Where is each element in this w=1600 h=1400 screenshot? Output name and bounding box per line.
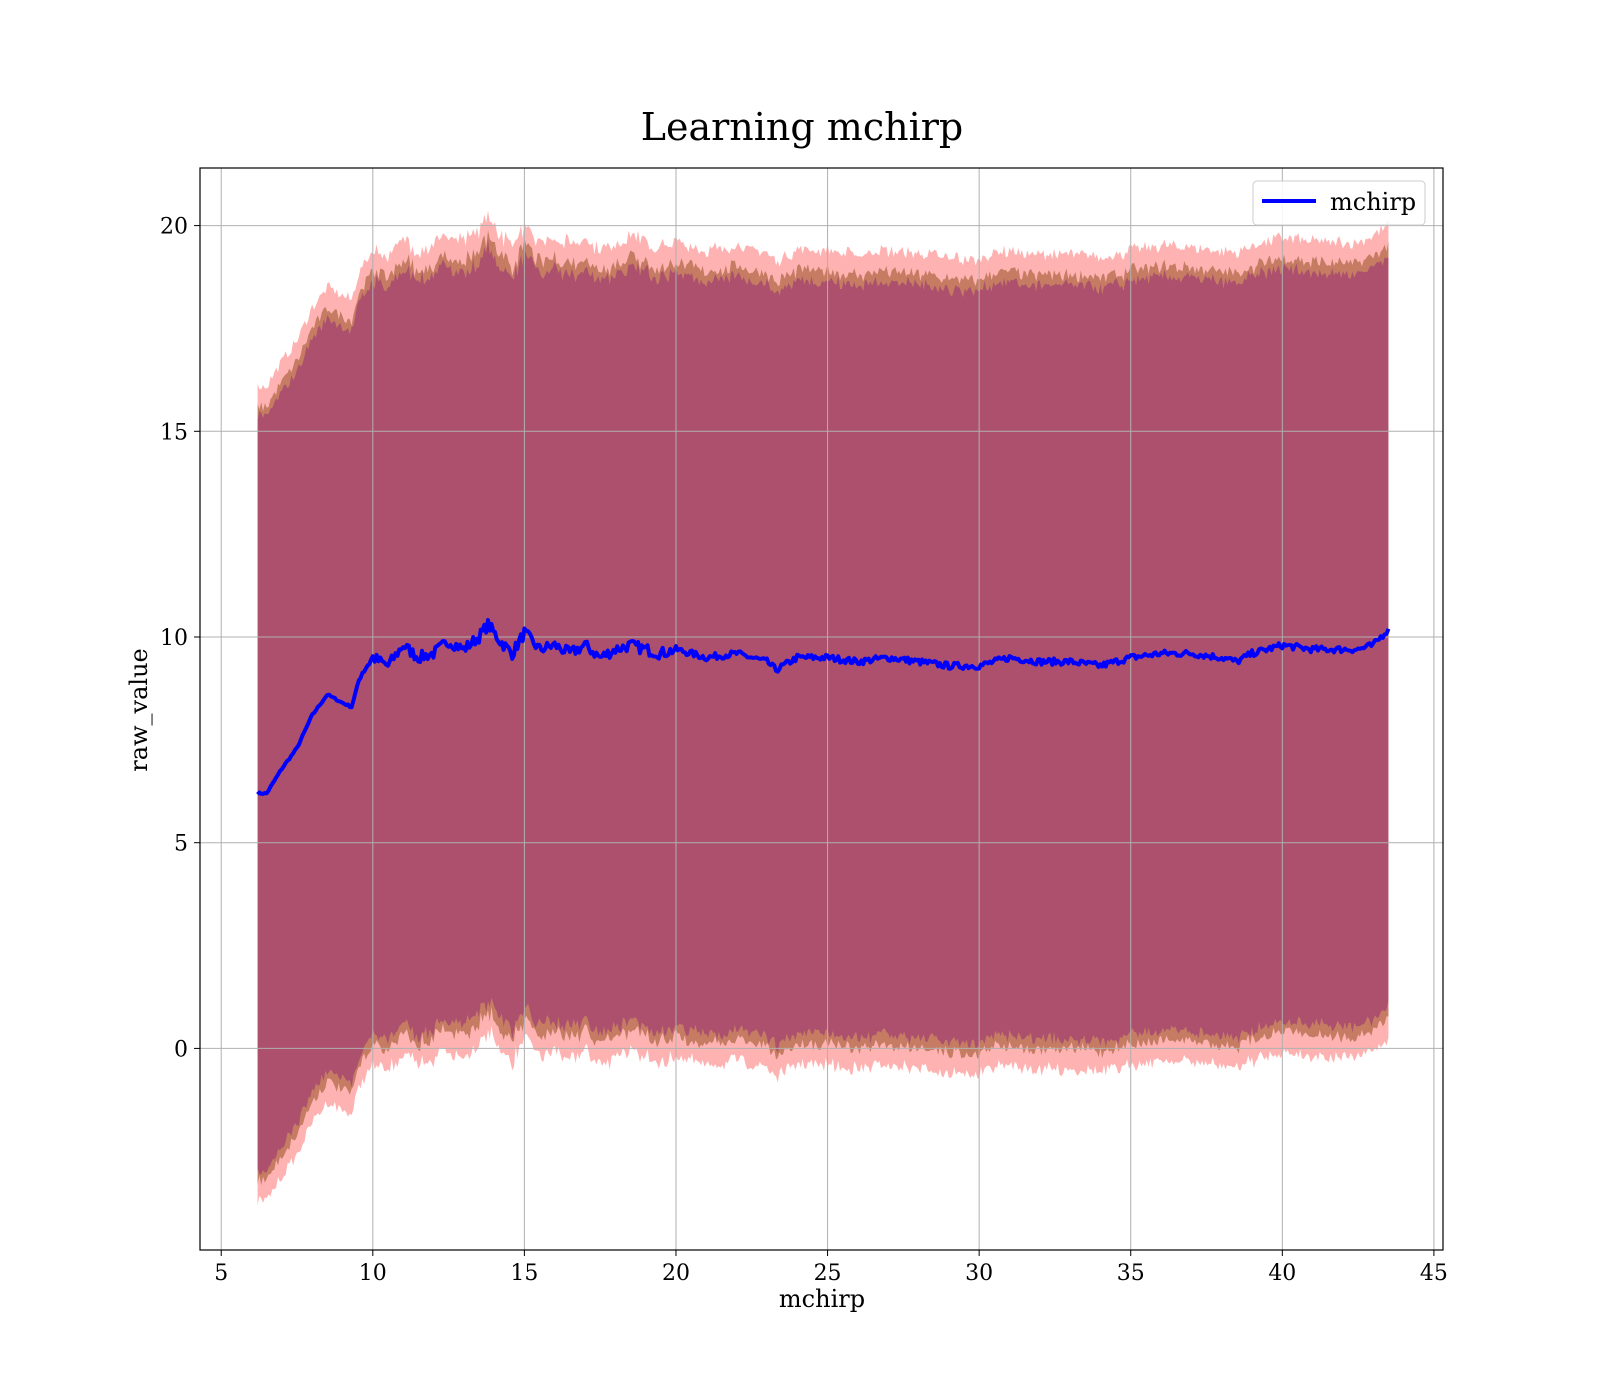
x-tick-label: 10 <box>359 1261 387 1286</box>
legend-box <box>1252 180 1426 226</box>
x-tick-label: 35 <box>1117 1261 1145 1286</box>
chart-title: Learning mchirp <box>641 105 963 149</box>
series-line-mchirp <box>256 618 1391 796</box>
x-tick-label: 25 <box>814 1261 842 1286</box>
x-tick-label: 5 <box>214 1261 228 1286</box>
x-axis-label: mchirp <box>779 1285 865 1313</box>
x-tick-label: 30 <box>965 1261 993 1286</box>
y-tick-label: 0 <box>174 1037 188 1062</box>
x-tick-label: 20 <box>662 1261 690 1286</box>
x-tick-label: 45 <box>1420 1261 1448 1286</box>
y-tick-label: 5 <box>174 832 188 857</box>
legend: mchirp <box>1252 180 1426 226</box>
y-tick-label: 20 <box>160 215 188 240</box>
y-axis: 0 5 10 15 20 <box>160 215 200 1062</box>
x-axis: 5 10 15 20 25 30 35 40 45 <box>214 1250 1448 1286</box>
x-tick-label: 40 <box>1268 1261 1296 1286</box>
y-tick-label: 10 <box>160 626 188 651</box>
confidence-bands <box>257 210 1389 1206</box>
grid <box>200 168 1443 1250</box>
band-inner <box>257 238 1389 1175</box>
y-axis-label: raw_value <box>125 648 153 772</box>
axes-frame <box>199 167 1444 1251</box>
series-lines <box>256 618 1391 796</box>
y-tick-label: 15 <box>160 420 188 445</box>
x-tick-label: 15 <box>510 1261 538 1286</box>
band-middle <box>257 230 1389 1186</box>
legend-label: mchirp <box>1330 188 1416 216</box>
